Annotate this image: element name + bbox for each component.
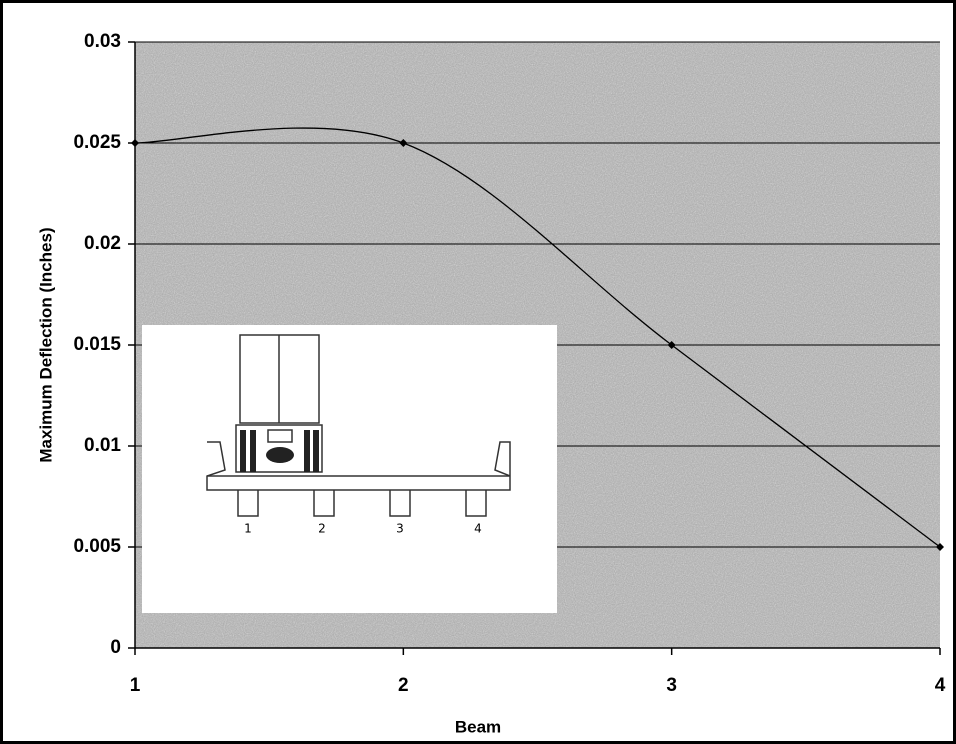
inset-diagram: 1 2 3 4 [142,325,557,613]
y-tick-label: 0.01 [84,435,121,456]
y-tick-label: 0.015 [73,334,121,355]
y-axis-title: Maximum Deflection (Inches) [36,227,55,462]
x-tick-label: 1 [130,675,141,696]
girder [237,490,259,517]
wheel [313,430,319,472]
y-tick-label: 0.005 [73,536,121,557]
data-point [399,139,408,147]
y-tick-label: 0.03 [84,31,121,52]
series-line [134,127,941,548]
girder [313,490,335,517]
data-point [667,341,676,349]
wheel [240,430,246,472]
inset-label: 1 [244,522,252,536]
y-tick-label: 0 [110,637,121,658]
x-tick-label: 2 [398,675,409,696]
axle [266,447,294,463]
truck-part [267,429,293,443]
inset-background [142,325,557,613]
girder [389,490,411,517]
y-tick-label: 0.02 [84,233,121,254]
wheel [250,430,256,472]
inset-label: 4 [474,522,482,536]
girder [465,490,487,517]
data-point [936,543,944,551]
x-tick-label: 3 [666,675,677,696]
deck [206,441,511,491]
x-tick-label: 4 [935,675,946,696]
truck-chassis [235,424,323,473]
inset-label: 3 [396,522,404,536]
inset-label: 2 [318,522,326,536]
y-tick-label: 0.025 [73,132,121,153]
x-axis-title: Beam [455,717,501,736]
wheel [304,430,310,472]
